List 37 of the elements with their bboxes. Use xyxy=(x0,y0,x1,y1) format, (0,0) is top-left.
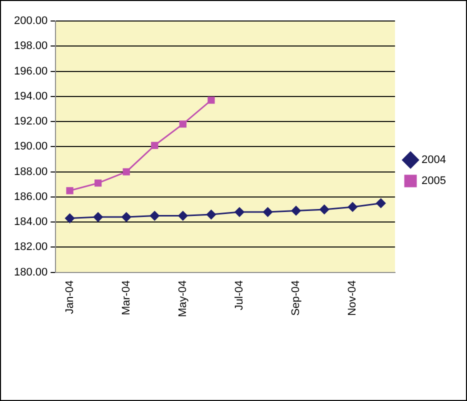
x-tick-label: Nov-04 xyxy=(346,280,359,316)
point xyxy=(348,202,358,212)
legend-label: 2005 xyxy=(422,175,446,188)
point xyxy=(151,142,158,149)
point xyxy=(65,214,75,224)
y-tick-label: 180.00 xyxy=(14,266,48,278)
point xyxy=(150,211,160,221)
y-tick-label: 188.00 xyxy=(14,166,48,178)
point xyxy=(208,96,215,104)
y-tick-label: 192.00 xyxy=(14,116,48,128)
y-tick-label: 186.00 xyxy=(14,190,48,203)
point xyxy=(94,180,102,187)
y-tick-label: 196.00 xyxy=(14,65,48,78)
point xyxy=(376,198,386,208)
point xyxy=(122,212,132,222)
point xyxy=(93,212,103,222)
point xyxy=(179,120,186,128)
y-tick-label: 198.00 xyxy=(14,40,48,52)
y-tick-label: 190.00 xyxy=(14,140,48,153)
point xyxy=(234,207,244,217)
y-tick-label: 200.00 xyxy=(14,15,48,28)
legend-label: 2004 xyxy=(422,154,446,166)
x-tick-label: Jul-04 xyxy=(234,280,246,310)
point xyxy=(206,210,216,220)
x-tick-label: May-04 xyxy=(176,280,189,318)
point xyxy=(178,211,188,221)
y-tick-label: 184.00 xyxy=(14,216,48,228)
point xyxy=(263,207,273,217)
y-tick-label: 194.00 xyxy=(14,90,48,102)
x-tick-label: Sep-04 xyxy=(290,280,302,316)
x-tick-label: Jan-04 xyxy=(64,280,76,314)
point xyxy=(291,206,301,216)
x-tick-label: Mar-04 xyxy=(120,280,132,316)
y-tick-label: 182.00 xyxy=(14,241,48,254)
point xyxy=(320,204,330,214)
point xyxy=(66,187,74,194)
point xyxy=(122,168,130,176)
